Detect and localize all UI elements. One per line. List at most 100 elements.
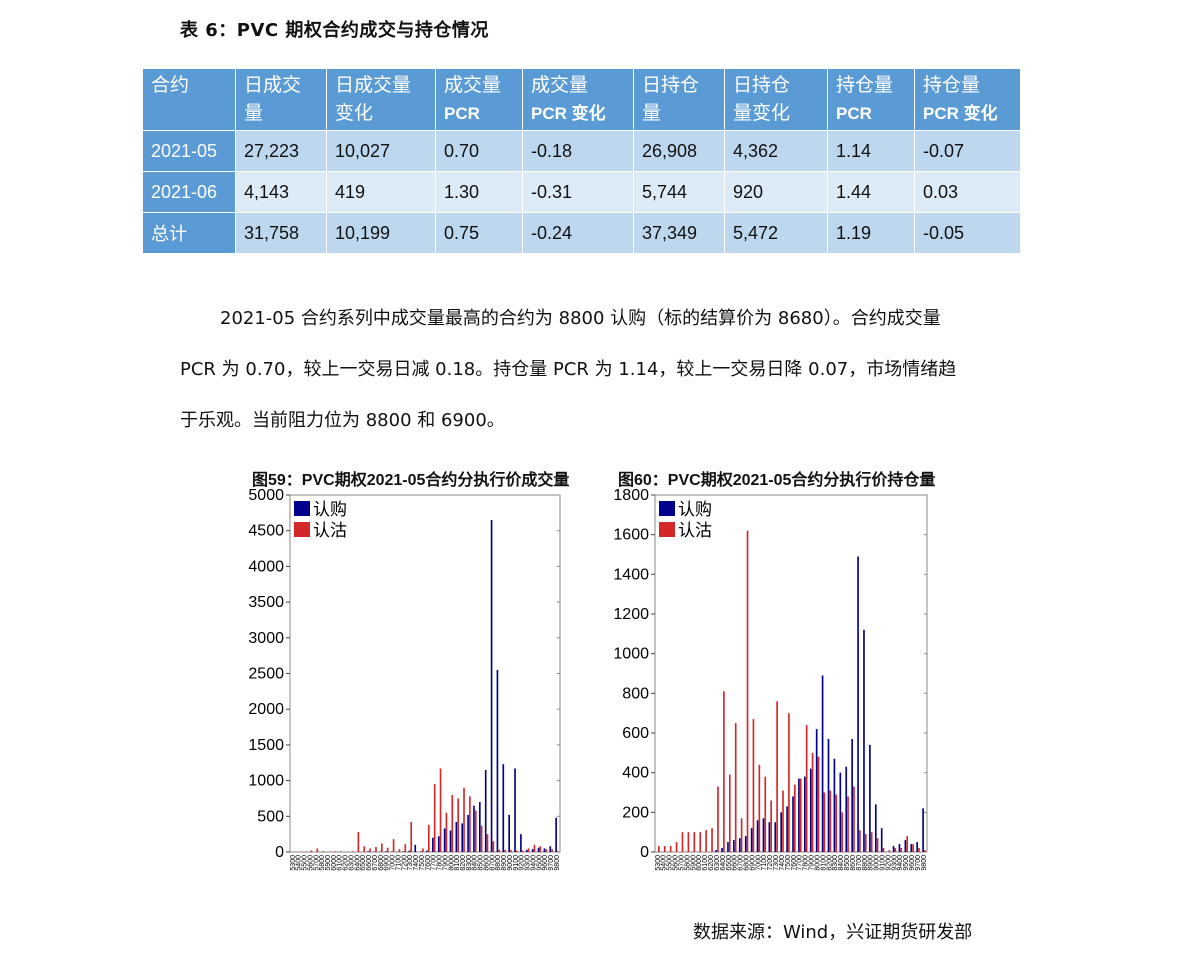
bar-call	[880, 828, 883, 852]
bar-call	[768, 822, 771, 852]
bar-put	[770, 800, 773, 852]
bar-call	[738, 838, 741, 852]
x-tick-label: 6100	[702, 855, 709, 871]
bar-put	[480, 825, 483, 852]
table-cell: 1.44	[827, 171, 915, 213]
bar-put	[894, 848, 897, 852]
bar-put	[705, 830, 707, 852]
bar-put	[663, 846, 666, 852]
x-tick-label: 7300	[773, 855, 780, 871]
y-tick-label: 0	[640, 844, 649, 861]
x-tick-label: 7700	[431, 855, 438, 871]
volume-bar-chart: 0 500 1000 1500 2000 2500 3000 3500 4000 4500 5000…	[248, 487, 561, 871]
header-volume-pcr-change: 成交量 PCR 变化	[522, 68, 634, 131]
bar-put	[492, 841, 495, 852]
table-cell: 1.30	[435, 171, 523, 213]
bar-call	[733, 840, 735, 852]
legend-swatch-put	[294, 522, 310, 537]
bar-call	[762, 818, 765, 852]
bar-put	[847, 796, 849, 852]
table-cell: 4,143	[235, 171, 327, 213]
x-tick-label: 9100	[879, 855, 886, 871]
x-tick-label: 7800	[803, 855, 810, 871]
bar-put	[723, 691, 725, 852]
x-tick-label: 9800	[554, 855, 561, 871]
bar-put	[310, 850, 313, 852]
x-tick-label: 5600	[307, 855, 314, 871]
bar-put	[545, 849, 548, 852]
x-tick-label: 8700	[489, 855, 496, 871]
x-tick-label: 5900	[690, 855, 697, 871]
bar-call	[496, 669, 499, 852]
bar-put	[316, 848, 319, 852]
x-tick-label: 7200	[401, 855, 408, 871]
bar-put	[924, 850, 926, 852]
open-interest-bar-chart: 0 200 400 600 800 1000 1200 1400 1600 1800 5300540…	[613, 487, 927, 871]
chart-title-volume: 图59：PVC期权2021-05合约分执行价成交量	[252, 472, 570, 489]
bar-put	[841, 812, 843, 852]
bar-call	[839, 772, 842, 852]
bar-put	[510, 849, 512, 852]
bar-put	[334, 851, 336, 852]
bar-put	[882, 848, 885, 852]
x-tick-label: 6700	[738, 855, 745, 871]
x-tick-label: 7900	[442, 855, 449, 871]
legend-label-call: 认购	[313, 500, 347, 520]
bar-put	[728, 774, 731, 852]
bar-put	[539, 846, 542, 852]
x-tick-label: 5800	[684, 855, 691, 871]
x-tick-label: 6600	[366, 855, 373, 871]
x-tick-label: 6300	[348, 855, 355, 871]
bar-call	[715, 850, 717, 852]
bar-put	[864, 834, 867, 852]
x-tick-label: 8100	[820, 855, 827, 871]
y-tick-label: 1200	[613, 606, 649, 623]
bar-put	[811, 752, 814, 852]
bar-put	[392, 839, 395, 852]
bar-put	[675, 842, 678, 852]
table-cell: -0.31	[522, 171, 634, 213]
bar-call	[786, 806, 788, 852]
x-tick-label: 6400	[354, 855, 361, 871]
x-tick-label: 7100	[761, 855, 768, 871]
bar-call	[845, 766, 848, 852]
bar-put	[498, 849, 501, 852]
bar-put	[740, 818, 743, 852]
bar-call	[502, 764, 505, 852]
y-tick-label: 200	[622, 804, 649, 821]
table-row: 2021-05 27,223 10,027 0.70 -0.18 26,908 …	[142, 130, 1021, 172]
x-tick-label: 9500	[536, 855, 543, 871]
bar-put	[799, 778, 802, 852]
x-tick-label: 6300	[714, 855, 721, 871]
y-tick-label: 0	[275, 844, 284, 861]
x-tick-label: 9300	[525, 855, 532, 871]
table-row: 总计 31,758 10,199 0.75 -0.24 37,349 5,472…	[142, 212, 1021, 254]
bar-put	[527, 848, 530, 852]
table-cell: 4,362	[724, 130, 828, 172]
x-tick-label: 9300	[891, 855, 898, 871]
header-oi-change: 日持仓 量变化	[724, 68, 828, 131]
bar-put	[658, 846, 660, 852]
x-tick-label: 6200	[343, 855, 350, 871]
bar-put	[870, 832, 873, 852]
table-cell: 37,349	[633, 212, 725, 254]
bar-put	[551, 849, 553, 852]
x-tick-label: 6400	[720, 855, 727, 871]
table-cell: 0.70	[435, 130, 523, 172]
bar-put	[427, 824, 430, 852]
x-tick-label: 8500	[478, 855, 485, 871]
table-cell: 10,199	[326, 212, 436, 254]
table-cell: 0.75	[435, 212, 523, 254]
x-tick-label: 7500	[419, 855, 426, 871]
header-oi-pcr-change: 持仓量 PCR 变化	[914, 68, 1021, 131]
bar-put	[369, 848, 371, 852]
bar-call	[455, 822, 458, 852]
bar-call	[414, 844, 417, 852]
bar-put	[410, 822, 413, 852]
bar-put	[835, 794, 838, 852]
legend-swatch-call	[659, 501, 675, 516]
bar-call	[443, 828, 446, 852]
header-volume-pcr: 成交量 PCR	[435, 68, 523, 131]
y-tick-label: 1800	[613, 487, 649, 504]
x-tick-label: 5300	[655, 855, 662, 871]
